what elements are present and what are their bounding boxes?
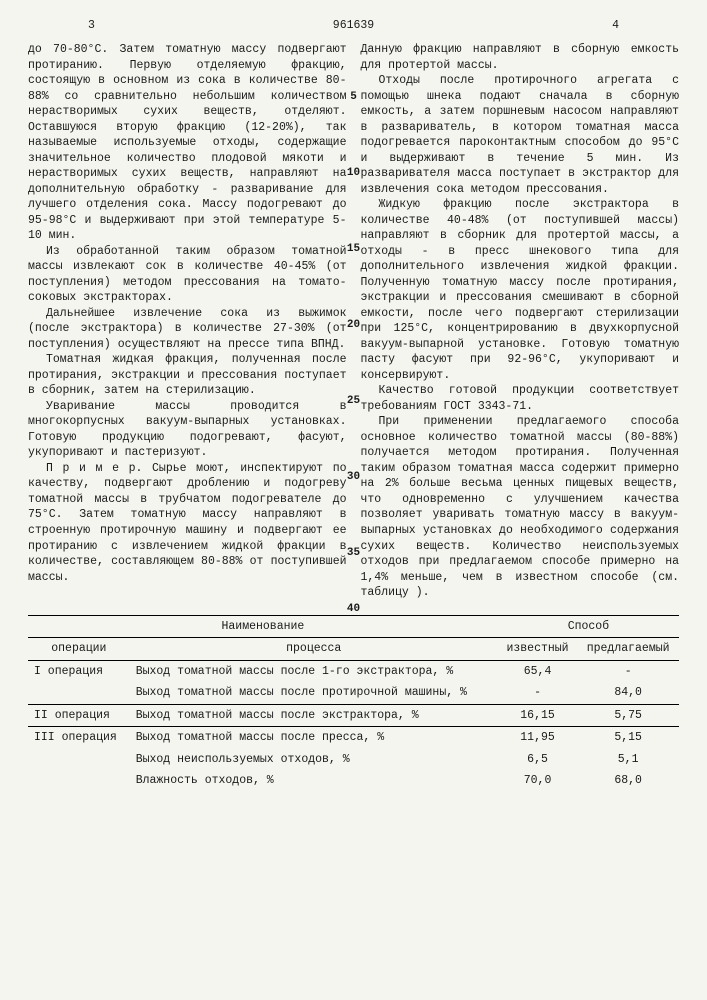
table-cell: 6,5 xyxy=(498,749,577,771)
table-cell xyxy=(28,682,130,704)
table-cell: II операция xyxy=(28,704,130,726)
table-header: Способ xyxy=(498,615,679,638)
table-cell: 5,75 xyxy=(577,704,679,726)
table-cell xyxy=(28,770,130,792)
page-number-right: 4 xyxy=(612,18,619,34)
table-cell: 16,15 xyxy=(498,704,577,726)
table-header: Наименование xyxy=(28,615,498,638)
paragraph: При применении предлагаемого способа осн… xyxy=(361,414,680,600)
paragraph: до 70-80°С. Затем томатную массу подверг… xyxy=(28,42,347,244)
table-cell: 5,1 xyxy=(577,749,679,771)
paragraph: Дальнейшее извлечение сока из выжимок (п… xyxy=(28,306,347,353)
line-number: 25 xyxy=(347,394,360,409)
table-cell: III операция xyxy=(28,727,130,749)
table-row: Влажность отходов, % 70,0 68,0 xyxy=(28,770,679,792)
line-number: 5 xyxy=(350,90,357,105)
line-number: 20 xyxy=(347,318,360,333)
table-cell: Выход неиспользуемых отходов, % xyxy=(130,749,498,771)
table-row: I операция Выход томатной массы после 1-… xyxy=(28,660,679,682)
results-table: Наименование Способ операции процесса из… xyxy=(28,615,679,792)
line-number: 40 xyxy=(347,602,360,617)
table-cell: Выход томатной массы после экстрактора, … xyxy=(130,704,498,726)
paragraph: Жидкую фракцию после экстрактора в колич… xyxy=(361,197,680,383)
table-header: процесса xyxy=(130,638,498,661)
table-row: II операция Выход томатной массы после э… xyxy=(28,704,679,726)
table-row: III операция Выход томатной массы после … xyxy=(28,727,679,749)
table-cell: Влажность отходов, % xyxy=(130,770,498,792)
line-number: 35 xyxy=(347,546,360,561)
table-row: Выход неиспользуемых отходов, % 6,5 5,1 xyxy=(28,749,679,771)
table-header: известный xyxy=(498,638,577,661)
paragraph: П р и м е р. Сырье моют, инспектируют по… xyxy=(28,461,347,585)
table-cell: 65,4 xyxy=(498,660,577,682)
document-number: 961639 xyxy=(333,18,374,34)
left-column: до 70-80°С. Затем томатную массу подверг… xyxy=(28,42,347,601)
table-cell: 70,0 xyxy=(498,770,577,792)
table-header: операции xyxy=(28,638,130,661)
table-header: предлагаемый xyxy=(577,638,679,661)
table-cell xyxy=(28,749,130,771)
table-cell: Выход томатной массы после пресса, % xyxy=(130,727,498,749)
paragraph: Данную фракцию направляют в сборную емко… xyxy=(361,42,680,73)
line-number: 10 xyxy=(347,166,360,181)
table-cell: I операция xyxy=(28,660,130,682)
paragraph: Качество готовой продукции соответствует… xyxy=(361,383,680,414)
page-header: 3 961639 4 xyxy=(28,18,679,34)
paragraph: Томатная жидкая фракция, полученная посл… xyxy=(28,352,347,399)
table-cell: Выход томатной массы после 1-го экстракт… xyxy=(130,660,498,682)
table-cell: 11,95 xyxy=(498,727,577,749)
line-number: 30 xyxy=(347,470,360,485)
table-cell: Выход томатной массы после протирочной м… xyxy=(130,682,498,704)
table-cell: - xyxy=(498,682,577,704)
table-cell: 68,0 xyxy=(577,770,679,792)
table-cell: 84,0 xyxy=(577,682,679,704)
paragraph: Уваривание массы проводится в многокорпу… xyxy=(28,399,347,461)
page-number-left: 3 xyxy=(88,18,95,34)
table-row: Выход томатной массы после протирочной м… xyxy=(28,682,679,704)
table-cell: - xyxy=(577,660,679,682)
paragraph: Из обработанной таким образом томатной м… xyxy=(28,244,347,306)
paragraph: Отходы после протирочного агрегата с пом… xyxy=(361,73,680,197)
line-number: 15 xyxy=(347,242,360,257)
table-cell: 5,15 xyxy=(577,727,679,749)
right-column: Данную фракцию направляют в сборную емко… xyxy=(361,42,680,601)
